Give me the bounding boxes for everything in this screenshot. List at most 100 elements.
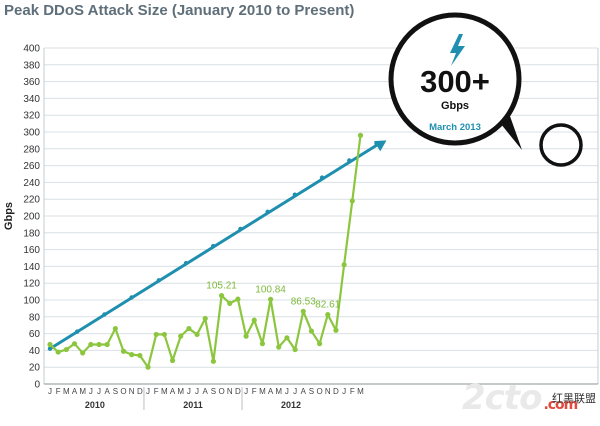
data-point	[161, 331, 167, 338]
x-tick-label: M	[177, 387, 184, 396]
x-tick-label: A	[170, 387, 176, 396]
series-layer	[47, 132, 387, 370]
y-tick-label: 60	[29, 329, 41, 340]
x-tick-label: F	[350, 387, 355, 396]
trend-marker	[102, 312, 107, 317]
data-point	[96, 341, 102, 348]
y-tick-label: 360	[23, 77, 40, 88]
y-axis-label: Gbps	[3, 202, 15, 230]
trend-marker	[47, 346, 53, 351]
data-point	[317, 341, 323, 347]
x-tick-label: F	[154, 387, 159, 396]
x-tick-label: J	[342, 387, 346, 396]
x-tick-label: N	[129, 387, 135, 396]
x-tick-label: J	[97, 387, 101, 396]
data-point	[267, 296, 274, 302]
data-point	[227, 300, 233, 306]
data-point	[153, 331, 159, 338]
watermark-chinese: 红黑联盟	[552, 392, 596, 405]
x-tick-label: O	[120, 387, 126, 396]
y-tick-label: 40	[29, 346, 41, 357]
data-point	[349, 198, 355, 204]
x-tick-label: M	[161, 387, 168, 396]
data-point	[276, 344, 282, 350]
data-label: 82.61	[315, 300, 340, 311]
data-point	[341, 262, 347, 268]
y-tick-label: 0	[34, 380, 40, 391]
y-tick-label: 20	[29, 363, 41, 374]
x-tick-label: J	[48, 387, 52, 396]
x-tick-label: A	[72, 387, 78, 396]
x-tick-label: A	[268, 387, 274, 396]
y-tick-label: 120	[23, 279, 40, 290]
x-tick-label: F	[56, 387, 61, 396]
watermark-brand: 2cto	[462, 378, 542, 418]
data-point	[137, 352, 143, 359]
y-tick-label: 220	[23, 195, 40, 206]
trend-marker	[374, 141, 379, 146]
data-point	[251, 317, 257, 323]
x-tick-label: M	[275, 387, 282, 396]
data-point	[178, 333, 184, 339]
y-tick-label: 400	[23, 44, 40, 55]
y-tick-label: 340	[23, 94, 40, 105]
watermark-logo: 2cto .com	[462, 378, 578, 418]
trend-marker	[319, 175, 325, 180]
y-tick-label: 160	[23, 245, 40, 256]
trend-marker	[292, 192, 298, 197]
data-point	[325, 312, 331, 318]
data-label: 105.21	[206, 281, 237, 292]
data-point	[63, 346, 69, 353]
data-point	[308, 328, 315, 334]
x-tick-label: M	[357, 387, 364, 396]
x-tick-label: M	[259, 387, 266, 396]
data-point	[210, 358, 216, 364]
y-tick-label: 380	[23, 60, 40, 71]
watermark-suffix: .com	[543, 397, 578, 413]
y-tick-label: 200	[23, 212, 40, 223]
y-tick-label: 260	[23, 161, 40, 172]
x-tick-label: O	[218, 387, 224, 396]
lightning-bolt-icon	[450, 34, 465, 66]
x-tick-label: O	[316, 387, 322, 396]
trend-marker	[265, 209, 270, 215]
data-point	[145, 364, 151, 370]
grid-layer	[43, 47, 599, 385]
x-tick-label: N	[325, 387, 331, 396]
data-point	[186, 325, 192, 332]
x-tick-label: N	[227, 387, 233, 396]
x-tick-label: F	[252, 387, 257, 396]
trend-marker	[238, 226, 243, 232]
data-point	[202, 315, 208, 322]
data-point	[104, 341, 110, 348]
y-tick-label: 300	[23, 128, 40, 139]
y-tick-label: 180	[23, 228, 40, 239]
year-label: 2010	[85, 400, 105, 410]
data-point	[169, 357, 176, 364]
x-tick-label: J	[146, 387, 150, 396]
trend-marker	[129, 295, 134, 300]
data-point	[243, 333, 249, 339]
x-tick-label: A	[105, 387, 111, 396]
x-tick-label: J	[293, 387, 297, 396]
data-point	[300, 308, 306, 314]
chart-title: Peak DDoS Attack Size (January 2010 to P…	[4, 2, 355, 19]
data-point	[55, 349, 61, 355]
x-tick-label: A	[203, 387, 209, 396]
x-tick-label: J	[244, 387, 248, 396]
year-label: 2011	[183, 400, 203, 410]
x-tick-label: J	[285, 387, 289, 396]
data-point	[292, 346, 298, 353]
x-tick-label: M	[79, 387, 86, 396]
data-label: 100.84	[255, 284, 286, 295]
data-label: 86.53	[291, 296, 316, 307]
data-point	[120, 348, 127, 354]
x-tick-label: D	[137, 387, 143, 396]
x-tick-label: M	[63, 387, 70, 396]
data-point	[112, 325, 118, 332]
callout-value: 300+	[420, 64, 490, 99]
data-point	[47, 341, 53, 348]
callout-date: March 2013	[429, 122, 481, 133]
data-point	[129, 352, 135, 358]
